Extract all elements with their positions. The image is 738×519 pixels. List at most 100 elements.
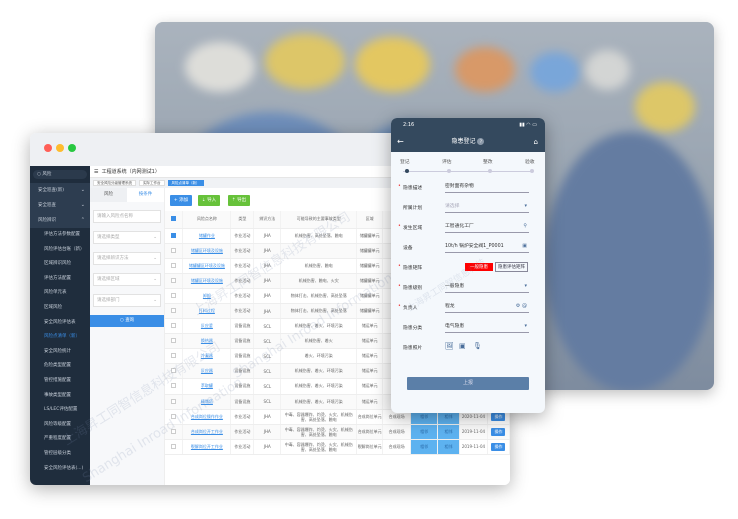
sidebar-item[interactable]: 风险点清单（新） [30, 330, 90, 345]
field-input[interactable]: 电气隐患 ▾ [445, 321, 529, 333]
field-input[interactable]: 工智通化工厂 ⚲ [445, 221, 529, 233]
edit-button[interactable]: 操作 [491, 412, 506, 421]
row-checkbox[interactable] [171, 292, 177, 298]
filter-input[interactable]: 请选择类型 ⌄ [93, 231, 161, 244]
sidebar-item[interactable]: 风险评估台账（新） [30, 242, 90, 258]
column-header: 风险点名称 [182, 211, 232, 229]
sidebar-item[interactable]: 评估方法配置 [30, 271, 90, 287]
sidebar-item[interactable]: 区域辨识风险 [30, 257, 90, 272]
image-upload-icon[interactable]: 🖼 [445, 342, 454, 350]
filter-input[interactable]: 请选择区域 ⌄ [93, 273, 161, 286]
tab[interactable]: 实际工作台 [139, 180, 165, 186]
close-button[interactable] [44, 144, 52, 152]
sidebar-item[interactable]: 安全风险统计 [30, 344, 90, 360]
sidebar-item[interactable]: 风险等级配置 [30, 417, 90, 433]
submit-button[interactable]: 上报 [407, 377, 529, 390]
field-input[interactable]: 密封面有杂物 [445, 181, 529, 193]
location-icon[interactable]: ⚲ [523, 223, 527, 229]
export-button[interactable]: ⇡ 导出 [228, 195, 250, 206]
risk-point-link[interactable]: 精馏塔 [200, 398, 213, 404]
row-checkbox[interactable] [171, 232, 177, 238]
checkbox[interactable] [171, 216, 177, 222]
sidebar-group[interactable]: 安全巡查 ⌄ [30, 198, 90, 213]
risk-point-link[interactable]: 打料过程 [198, 308, 215, 314]
filter-tab[interactable]: 风险 [90, 188, 127, 202]
row-checkbox[interactable] [171, 308, 177, 314]
edit-button[interactable]: 操作 [491, 442, 506, 451]
risk-point-link[interactable]: 萃取罐 [200, 383, 213, 389]
field-input[interactable]: 程龙 ⚙ @ [445, 301, 529, 313]
edit-button[interactable]: 操作 [491, 427, 506, 436]
sidebar-item[interactable]: 管控层级分类 [30, 446, 90, 462]
row-checkbox[interactable] [171, 398, 177, 404]
sidebar-item[interactable]: 安全风险评估表(...) [30, 461, 90, 477]
tab[interactable]: 安全风险分级管理系统 [93, 180, 136, 186]
sidebar-group[interactable]: 风险辨识 ⌃ [30, 213, 90, 228]
row-checkbox[interactable] [171, 428, 177, 434]
tab-active[interactable]: 风险点清单（新） [167, 180, 204, 186]
scan-icon[interactable]: ▣ [522, 243, 527, 249]
row-checkbox[interactable] [171, 353, 177, 359]
row-checkbox[interactable] [171, 368, 177, 374]
import-button[interactable]: ⇣ 导入 [198, 195, 220, 206]
chevron-down-icon[interactable]: ▾ [524, 283, 527, 289]
matrix-button[interactable]: 隐患评估矩阵 [495, 262, 528, 272]
back-arrow-icon[interactable]: ← [397, 137, 404, 146]
risk-point-link[interactable]: 储罐区环境及设施 [190, 277, 223, 283]
sidebar-item[interactable]: 风险单元表 [30, 286, 90, 301]
minimize-button[interactable] [56, 144, 64, 152]
row-checkbox[interactable] [171, 338, 177, 344]
field-input[interactable]: 10t/h 锅炉安全阀1_P0001 ▣ [445, 241, 529, 253]
maximize-button[interactable] [68, 144, 76, 152]
row-checkbox[interactable] [171, 247, 177, 253]
sidebar-item[interactable]: 区域风险 [30, 300, 90, 316]
chevron-down-icon[interactable]: ▾ [524, 323, 527, 329]
risk-point-link[interactable]: 卸船 [202, 292, 211, 298]
home-icon[interactable]: ⌂ [533, 138, 538, 146]
risk-point-link[interactable]: 储罐作业 [198, 232, 215, 238]
field-input[interactable]: 一般隐患 ▾ [445, 281, 529, 293]
filter-input[interactable]: 请输入风险点名称 [93, 210, 161, 223]
field-input[interactable]: 请选择 ▾ [445, 201, 529, 213]
risk-point-link[interactable]: 换热器 [200, 338, 213, 344]
video-upload-icon[interactable]: ▣ [459, 342, 466, 350]
sidebar-group[interactable]: 安全巡查(新) ⌄ [30, 183, 90, 198]
microphone-icon[interactable]: 🎙 [473, 342, 482, 350]
hazard-tag[interactable]: 一般隐患 [465, 263, 493, 271]
risk-point-link[interactable]: 裂解岗位开工作业 [190, 443, 223, 449]
risk-point-link[interactable]: 反应器 [200, 368, 213, 374]
menu-icon[interactable]: ☰ [94, 169, 99, 175]
filter-tab-active[interactable]: 按条件 [127, 188, 164, 202]
sidebar-item[interactable]: 评估方法参数配置 [30, 228, 90, 243]
sidebar-item[interactable]: LS/LEC评估配置 [30, 403, 90, 418]
sidebar-item[interactable]: 安全风险评估表 [30, 315, 90, 331]
sidebar-item[interactable]: 事故类型配置 [30, 388, 90, 404]
sidebar-search-input[interactable]: ○ 风险 [33, 170, 87, 179]
step-dot [488, 169, 492, 173]
query-button[interactable]: ○ 查询 [90, 315, 164, 327]
chevron-down-icon: ⌄ [153, 277, 157, 282]
row-checkbox[interactable] [171, 443, 177, 449]
risk-point-link[interactable]: 储罐罐区环境及设施 [188, 262, 225, 268]
sidebar-item[interactable]: 危险类型配置 [30, 359, 90, 374]
risk-point-link[interactable]: 冷凝器 [200, 353, 213, 359]
risk-point-link[interactable]: 合成岗位开工作业 [190, 428, 223, 434]
at-icon[interactable]: ⚙ @ [515, 303, 527, 309]
filter-input[interactable]: 请选择部门 ⌄ [93, 294, 161, 307]
row-checkbox[interactable] [171, 277, 177, 283]
row-checkbox[interactable] [171, 383, 177, 389]
select-all-checkbox[interactable] [165, 211, 184, 229]
filter-input[interactable]: 请选择辨识方法 ⌄ [93, 252, 161, 265]
risk-point-link[interactable]: 反应釜 [200, 323, 213, 329]
sidebar-item[interactable]: 管控措施配置 [30, 373, 90, 389]
row-checkbox[interactable] [171, 413, 177, 419]
risk-point-link[interactable]: 合成岗位操作作业 [190, 413, 223, 419]
form-row: 隐患照片 🖼 ▣ 🎙 [391, 338, 545, 358]
chevron-down-icon[interactable]: ▾ [524, 203, 527, 209]
row-checkbox[interactable] [171, 323, 177, 329]
sidebar-item[interactable]: 严重程度配置 [30, 432, 90, 447]
help-icon[interactable]: ? [477, 138, 485, 145]
add-button[interactable]: + 添加 [170, 195, 192, 206]
row-checkbox[interactable] [171, 262, 177, 268]
risk-point-link[interactable]: 储罐区环境及设施 [190, 247, 223, 253]
